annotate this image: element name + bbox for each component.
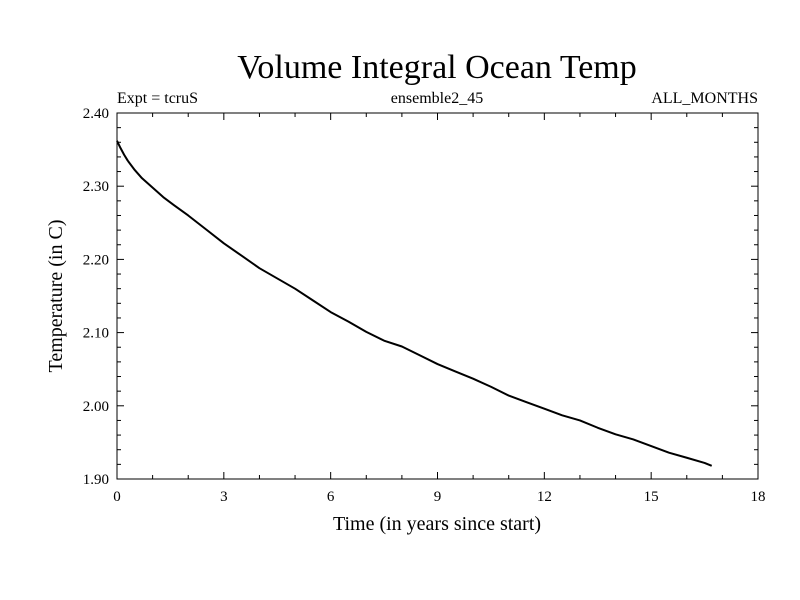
x-tick-label: 3 [220,489,228,505]
subtitle-experiment: Expt = tcruS [117,90,198,107]
x-tick-label: 9 [434,489,442,505]
x-tick-label: 18 [751,489,766,505]
x-tick-label: 0 [113,489,121,505]
series-line-temperature [116,140,713,467]
x-tick-label: 12 [537,489,552,505]
x-tick-label: 15 [644,489,659,505]
subtitle-months: ALL_MONTHS [651,90,758,107]
y-tick-label: 2.00 [83,399,109,415]
chart-title: Volume Integral Ocean Temp [237,49,637,86]
y-tick-label: 1.90 [83,472,109,488]
x-axis: 0 3 6 9 12 15 18 [113,113,766,505]
y-tick-label: 2.10 [83,326,109,342]
x-axis-label: Time (in years since start) [333,513,541,535]
y-tick-label: 2.30 [83,179,109,195]
y-axis-label: Temperature (in C) [45,220,67,373]
x-tick-label: 6 [327,489,335,505]
y-tick-label: 2.40 [83,106,109,122]
y-axis: 1.90 2.00 2.10 2.20 2.30 2.40 [83,106,758,488]
subtitle-ensemble: ensemble2_45 [391,90,483,107]
plot-frame [116,112,759,480]
y-tick-label: 2.20 [83,252,109,268]
